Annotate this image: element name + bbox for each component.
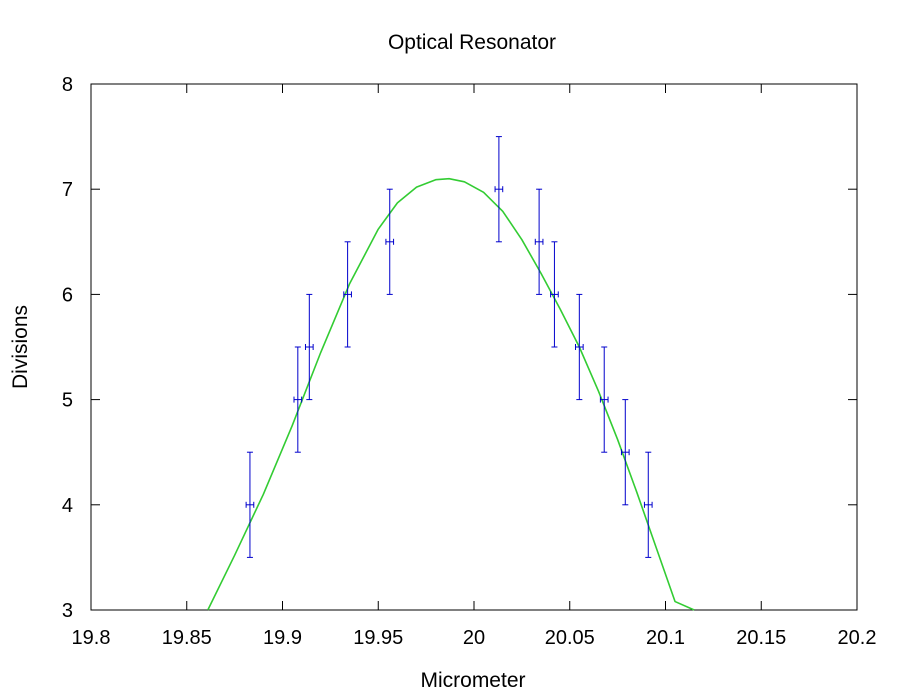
error-bar-point: [550, 241, 559, 348]
y-tick-label: 3: [62, 600, 73, 622]
y-tick-label: 7: [62, 179, 73, 201]
error-bar-point: [293, 346, 303, 453]
x-tick-label: 20.1: [646, 627, 685, 649]
error-bar-point: [620, 399, 630, 506]
x-tick-label: 20.05: [545, 627, 595, 649]
error-bar-point: [599, 346, 609, 453]
error-bars-layer: [245, 136, 653, 558]
y-tick-label: 4: [62, 495, 73, 517]
error-bar-point: [494, 136, 504, 243]
error-bar-point: [385, 188, 395, 295]
y-tick-label: 5: [62, 390, 73, 412]
x-axis-label: Micrometer: [420, 669, 525, 692]
fit-curve-layer: [207, 177, 695, 611]
error-bar-point: [304, 293, 314, 401]
y-tick-label: 8: [62, 74, 73, 96]
x-axis-ticks: [90, 84, 858, 610]
y-tick-label: 6: [62, 284, 73, 306]
x-tick-label: 19.8: [72, 627, 111, 649]
x-tick-label: 19.95: [353, 627, 403, 649]
y-axis-label: Divisions: [9, 305, 32, 389]
error-bar-point: [643, 451, 653, 558]
x-tick-label: 19.85: [162, 627, 212, 649]
error-bar-point: [245, 451, 255, 558]
x-tick-label: 20.2: [838, 627, 877, 649]
x-tick-label: 20: [463, 627, 485, 649]
fit-curve: [207, 177, 695, 611]
error-bar-point: [574, 293, 584, 401]
x-tick-label: 20.15: [736, 627, 786, 649]
y-axis-ticks: [91, 83, 857, 611]
x-tick-label: 19.9: [263, 627, 302, 649]
error-bar-point: [343, 241, 352, 348]
chart-title: Optical Resonator: [388, 31, 556, 54]
x-axis-tick-labels: 19.8 19.85 19.9 19.95 20 20.05 20.1 20.15 20.2: [72, 627, 877, 649]
error-bar-point: [534, 188, 544, 295]
y-axis-tick-labels: 3 4 5 6 7 8: [62, 74, 73, 622]
